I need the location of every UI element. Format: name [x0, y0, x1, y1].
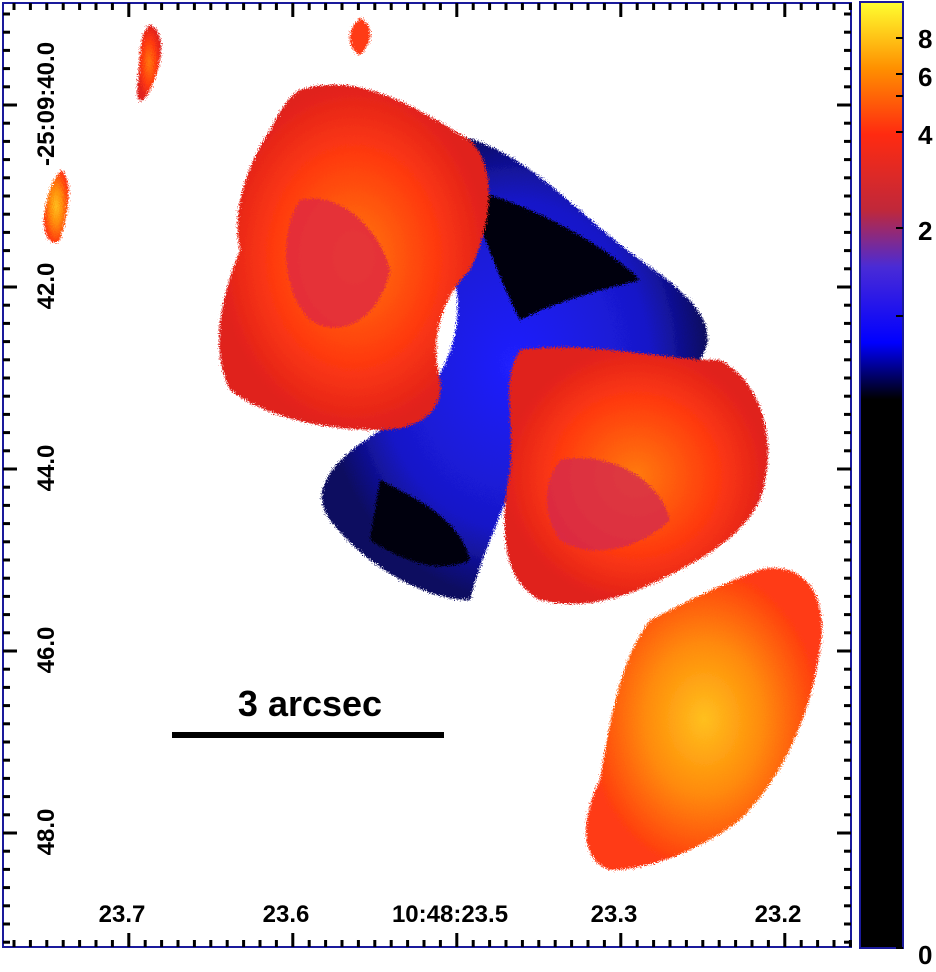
x-tick-label: 10:48:23.5: [392, 901, 508, 928]
colorbar-tick-label: 0: [918, 940, 932, 967]
colorbar-ticks: [896, 37, 903, 949]
colorbar-tick-label: 6: [918, 62, 932, 92]
x-tick-label: 23.7: [99, 901, 146, 928]
y-axis-labels: -25:09:40.0 42.0 44.0 46.0 48.0: [33, 42, 60, 855]
colorbar-tick-label: 2: [918, 216, 932, 246]
scale-bar: 3 arcsec: [172, 683, 444, 738]
y-tick-label: 42.0: [33, 263, 60, 310]
colorbar-tick-label: 8: [918, 24, 932, 54]
image-frame: [2, 2, 852, 948]
frame-border: [2, 2, 852, 948]
x-tick-label: 23.3: [591, 901, 638, 928]
scale-bar-line: [172, 732, 444, 738]
colorbar-tick-label: 4: [918, 120, 933, 150]
nebula-emission-map: [43, 18, 822, 870]
y-tick-label: 48.0: [33, 809, 60, 856]
x-tick-label: 23.2: [755, 901, 802, 928]
colorbar: 8 6 4 2 0: [859, 1, 933, 970]
y-tick-label: 44.0: [33, 445, 60, 492]
y-tick-label: -25:09:40.0: [33, 42, 60, 166]
x-tick-label: 23.6: [263, 901, 310, 928]
y-tick-label: 46.0: [33, 627, 60, 674]
x-axis-labels: 23.7 23.6 10:48:23.5 23.3 23.2: [99, 901, 802, 928]
colorbar-gradient: [859, 1, 904, 949]
scale-bar-label: 3 arcsec: [238, 683, 382, 724]
